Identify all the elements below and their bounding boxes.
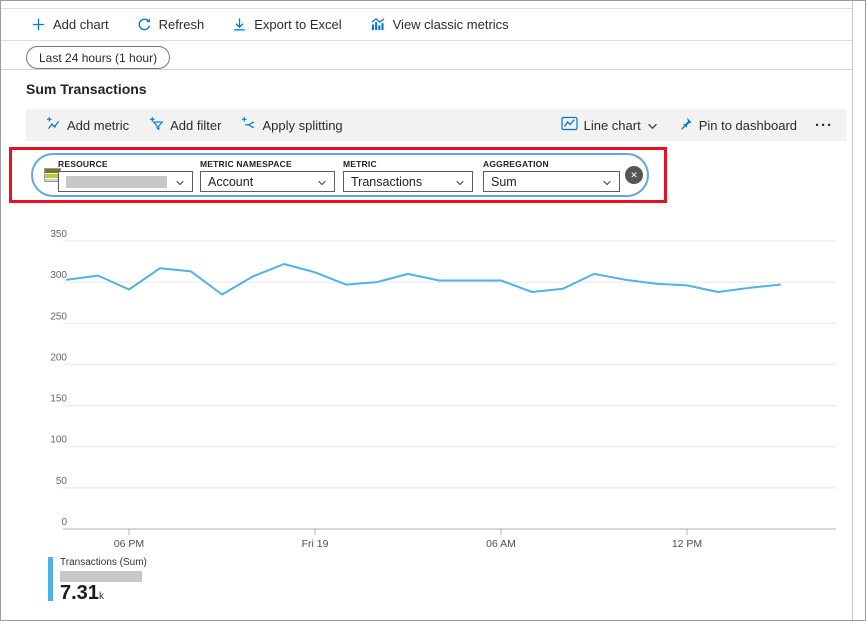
x-tick-label: 06 AM bbox=[486, 538, 516, 550]
y-tick-label: 150 bbox=[50, 394, 67, 405]
redacted-resource-name bbox=[66, 175, 167, 188]
view-classic-metrics-label: View classic metrics bbox=[392, 17, 509, 32]
chevron-down-icon bbox=[647, 118, 658, 133]
resource-label: RESOURCE bbox=[58, 159, 108, 169]
aggregation-selector: AGGREGATION Sum bbox=[483, 159, 620, 192]
pin-to-dashboard-label: Pin to dashboard bbox=[698, 117, 797, 133]
chevron-down-icon bbox=[317, 173, 327, 191]
chart-type-dropdown[interactable]: Line chart bbox=[551, 109, 668, 141]
add-metric-icon bbox=[46, 116, 61, 134]
x-tick-label: Fri 19 bbox=[302, 538, 329, 550]
namespace-value: Account bbox=[208, 174, 254, 189]
legend-unit: k bbox=[98, 591, 104, 602]
refresh-label: Refresh bbox=[158, 17, 205, 32]
plus-icon bbox=[31, 17, 46, 32]
metrics-line-chart: 0 50 100 150 200 250 300 350 06 PM Fri 19 06 AM 12 … bbox=[50, 229, 836, 550]
aggregation-label: AGGREGATION bbox=[483, 159, 549, 169]
x-tick-label: 06 PM bbox=[114, 538, 144, 550]
y-tick-label: 100 bbox=[50, 435, 67, 446]
add-chart-button[interactable]: Add chart bbox=[31, 17, 109, 32]
apply-splitting-icon bbox=[241, 116, 256, 134]
aggregation-value: Sum bbox=[491, 174, 517, 189]
add-filter-icon bbox=[149, 116, 164, 134]
line-chart-icon bbox=[561, 116, 578, 134]
chevron-down-icon bbox=[175, 173, 185, 191]
y-tick-label: 0 bbox=[61, 517, 67, 528]
chart-type-label: Line chart bbox=[583, 117, 641, 133]
aggregation-dropdown[interactable]: Sum bbox=[483, 171, 620, 192]
legend-series-name: Transactions (Sum) bbox=[60, 557, 147, 568]
chart-toolbar: Add metric Add filter Apply splitting Li… bbox=[26, 109, 847, 141]
resource-dropdown[interactable] bbox=[58, 171, 193, 192]
add-metric-label: Add metric bbox=[67, 117, 130, 133]
chevron-down-icon bbox=[455, 173, 465, 191]
x-tick-label: 12 PM bbox=[672, 538, 702, 550]
redacted-resource-line bbox=[60, 571, 142, 582]
export-excel-button[interactable]: Export to Excel bbox=[232, 17, 342, 32]
refresh-icon bbox=[137, 17, 152, 32]
close-icon: ✕ bbox=[630, 169, 638, 180]
add-metric-button[interactable]: Add metric bbox=[36, 109, 139, 141]
metric-value: Transactions bbox=[351, 174, 423, 189]
add-chart-label: Add chart bbox=[53, 17, 109, 32]
export-excel-label: Export to Excel bbox=[254, 17, 342, 32]
scrollbar-gutter[interactable] bbox=[852, 1, 865, 620]
legend-color-bar bbox=[48, 557, 53, 601]
download-icon bbox=[232, 17, 247, 32]
chevron-down-icon bbox=[602, 173, 612, 191]
pin-to-dashboard-button[interactable]: Pin to dashboard bbox=[668, 109, 807, 141]
pin-icon bbox=[678, 116, 693, 134]
time-range-picker[interactable]: Last 24 hours (1 hour) bbox=[26, 46, 171, 69]
resource-selector: RESOURCE bbox=[58, 159, 193, 192]
namespace-dropdown[interactable]: Account bbox=[200, 171, 335, 192]
metric-selector: METRIC Transactions bbox=[343, 159, 473, 192]
more-options-button[interactable]: ··· bbox=[815, 116, 833, 134]
y-tick-label: 250 bbox=[50, 311, 67, 322]
add-filter-label: Add filter bbox=[170, 117, 222, 133]
page-title: Sum Transactions bbox=[26, 81, 147, 97]
y-tick-label: 50 bbox=[56, 476, 68, 487]
y-tick-label: 200 bbox=[50, 352, 67, 363]
bar-chart-icon bbox=[370, 17, 386, 32]
y-tick-label: 300 bbox=[50, 270, 67, 281]
apply-splitting-button[interactable]: Apply splitting bbox=[231, 109, 352, 141]
command-bar: Add chart Refresh Export to Excel View c… bbox=[1, 8, 852, 41]
metric-dropdown[interactable]: Transactions bbox=[343, 171, 473, 192]
chart-legend[interactable]: Transactions (Sum) 7.31k bbox=[48, 557, 147, 607]
legend-value: 7.31k bbox=[60, 582, 104, 604]
refresh-button[interactable]: Refresh bbox=[137, 17, 205, 32]
add-filter-button[interactable]: Add filter bbox=[139, 109, 231, 141]
series-line bbox=[66, 263, 781, 296]
metric-selector-pill: RESOURCE METRIC NAMESPACE Account METRIC… bbox=[31, 153, 649, 197]
apply-splitting-label: Apply splitting bbox=[262, 117, 343, 133]
view-classic-metrics-button[interactable]: View classic metrics bbox=[370, 17, 509, 32]
remove-metric-button[interactable]: ✕ bbox=[625, 166, 643, 184]
namespace-label: METRIC NAMESPACE bbox=[200, 159, 292, 169]
y-tick-label: 350 bbox=[50, 229, 67, 240]
time-range-row: Last 24 hours (1 hour) bbox=[1, 41, 852, 70]
metric-label: METRIC bbox=[343, 159, 377, 169]
namespace-selector: METRIC NAMESPACE Account bbox=[200, 159, 335, 192]
